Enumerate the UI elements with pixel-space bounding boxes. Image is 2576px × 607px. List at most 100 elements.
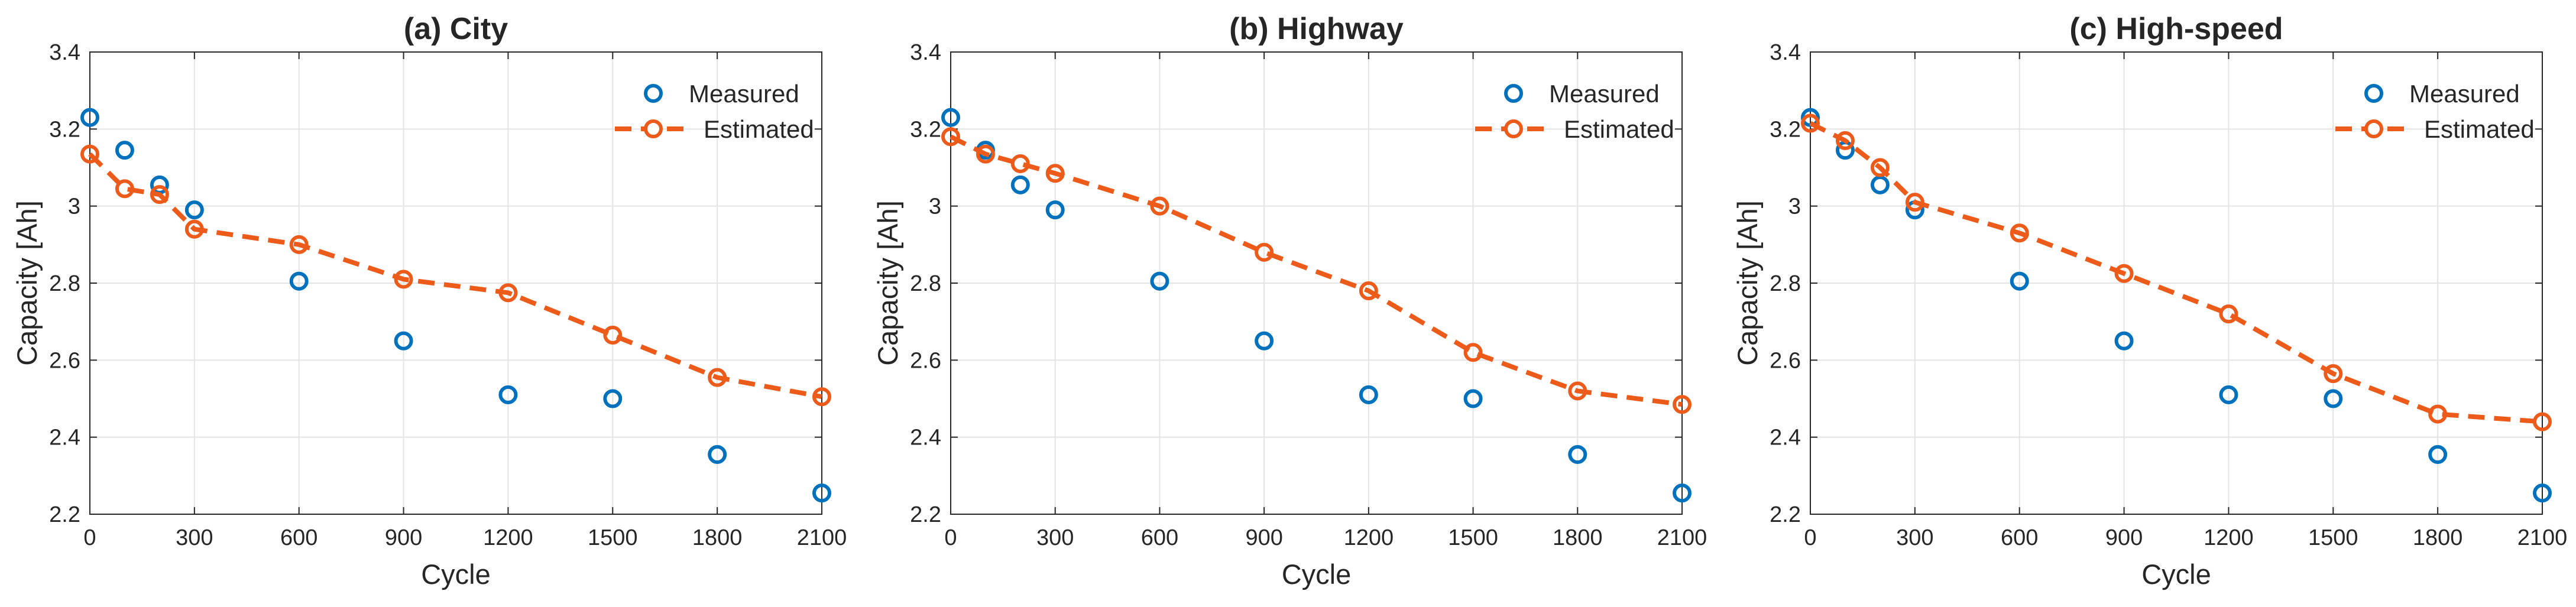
measured-point bbox=[80, 108, 99, 127]
y-tick-label: 3 bbox=[1788, 194, 1801, 219]
measured-point bbox=[115, 141, 134, 160]
x-tick-label: 1200 bbox=[483, 525, 533, 550]
x-tick-label: 900 bbox=[385, 525, 422, 550]
measured-point bbox=[1568, 444, 1587, 464]
estimated-point bbox=[1359, 281, 1378, 301]
chart-panel-3: 0 300 600 900 1200 1500 1800 2100 2.2 2.4 2.6 2.8 3 3… bbox=[1732, 12, 2567, 590]
x-tick-label: 1500 bbox=[588, 525, 638, 550]
y-axis-label: Capacity [Ah] bbox=[1732, 200, 1763, 366]
chart-title: (c) High-speed bbox=[2069, 12, 2283, 46]
y-tick-label: 3 bbox=[929, 194, 941, 219]
y-axis-label: Capacity [Ah] bbox=[11, 200, 43, 366]
estimated-point bbox=[1801, 113, 1820, 133]
chart-panel-2: 0 300 600 900 1200 1500 1800 2100 2.2 2.4 2.6 2.8 3 3… bbox=[872, 12, 1707, 590]
measured-point bbox=[2533, 483, 2552, 503]
y-tick-label: 2.8 bbox=[49, 271, 80, 296]
estimated-point bbox=[2533, 412, 2552, 431]
measured-point bbox=[2324, 389, 2343, 408]
x-tick-label: 600 bbox=[2001, 525, 2038, 550]
estimated-point bbox=[1045, 164, 1065, 183]
y-tick-label: 2.4 bbox=[1770, 426, 1801, 450]
legend-measured-marker bbox=[2364, 84, 2383, 103]
x-tick-label: 600 bbox=[1141, 525, 1178, 550]
estimated-point bbox=[812, 387, 831, 407]
y-tick-label: 3.4 bbox=[910, 40, 941, 65]
measured-point bbox=[1010, 175, 1030, 194]
x-tick-label: 300 bbox=[1896, 525, 1933, 550]
y-tick-label: 2.6 bbox=[49, 348, 80, 373]
y-tick-label: 2.6 bbox=[1770, 348, 1801, 373]
estimated-point bbox=[1568, 381, 1587, 401]
measured-point bbox=[2114, 331, 2134, 350]
estimated-point bbox=[1835, 131, 1855, 150]
x-axis-label: Cycle bbox=[421, 559, 491, 590]
x-tick-label: 1800 bbox=[1553, 525, 1603, 550]
estimated-point bbox=[708, 368, 727, 387]
x-tick-label: 1200 bbox=[2204, 525, 2254, 550]
x-tick-label: 900 bbox=[2105, 525, 2143, 550]
estimated-point bbox=[1010, 154, 1030, 173]
measured-point bbox=[812, 483, 831, 503]
x-tick-label: 600 bbox=[280, 525, 317, 550]
measured-point bbox=[1673, 483, 1692, 503]
estimated-point bbox=[289, 235, 309, 254]
estimated-point bbox=[80, 144, 99, 164]
measured-point bbox=[1359, 385, 1378, 404]
estimated-point bbox=[2010, 223, 2029, 243]
y-tick-label: 2.8 bbox=[1770, 271, 1801, 296]
measured-point bbox=[394, 331, 413, 350]
legend-estimated-label: Estimated bbox=[1564, 115, 1674, 143]
x-axis-label: Cycle bbox=[1282, 559, 1352, 590]
x-tick-label: 300 bbox=[1036, 525, 1074, 550]
estimated-line bbox=[1809, 121, 2543, 424]
measured-point bbox=[498, 385, 518, 404]
estimated-point bbox=[498, 283, 518, 303]
chart-title: (b) Highway bbox=[1229, 12, 1404, 46]
y-tick-label: 2.4 bbox=[49, 426, 80, 450]
y-tick-label: 2.2 bbox=[910, 502, 941, 527]
estimated-point bbox=[1150, 196, 1169, 216]
legend-estimated-marker bbox=[644, 119, 663, 138]
estimated-line bbox=[950, 134, 1683, 407]
y-tick-label: 3.4 bbox=[49, 40, 80, 65]
estimated-point bbox=[115, 179, 134, 199]
estimated-point bbox=[603, 325, 623, 345]
legend-measured-marker bbox=[1504, 84, 1523, 103]
x-tick-label: 1500 bbox=[1448, 525, 1498, 550]
measured-point bbox=[2219, 385, 2238, 404]
measured-point bbox=[941, 108, 960, 127]
legend-estimated-label: Estimated bbox=[2424, 115, 2535, 143]
measured-point bbox=[1255, 331, 1274, 350]
measured-point bbox=[1045, 200, 1065, 220]
chart-panel-1: 0 300 600 900 1200 1500 1800 2100 2.2 2.4 2.6 2.8 3 3… bbox=[11, 12, 847, 590]
legend-measured-label: Measured bbox=[1549, 80, 1660, 108]
y-tick-label: 2.2 bbox=[1770, 502, 1801, 527]
measured-point bbox=[289, 271, 309, 291]
measured-point bbox=[1870, 175, 1890, 194]
x-tick-label: 300 bbox=[176, 525, 213, 550]
estimated-point bbox=[976, 144, 995, 164]
legend-estimated-marker bbox=[1504, 119, 1523, 138]
y-tick-label: 3.4 bbox=[1770, 40, 1801, 65]
legend-measured-label: Measured bbox=[689, 80, 799, 108]
estimated-point bbox=[1905, 193, 1924, 212]
x-tick-label: 900 bbox=[1245, 525, 1282, 550]
x-tick-label: 1800 bbox=[2413, 525, 2463, 550]
estimated-point bbox=[1870, 158, 1890, 177]
estimated-point bbox=[2324, 364, 2343, 384]
measured-point bbox=[603, 389, 623, 408]
estimated-point bbox=[2428, 404, 2448, 424]
x-tick-label: 2100 bbox=[797, 525, 847, 550]
y-tick-label: 3 bbox=[68, 194, 80, 219]
estimated-point bbox=[1463, 343, 1483, 362]
x-tick-label: 2100 bbox=[1657, 525, 1707, 550]
x-tick-label: 1800 bbox=[692, 525, 743, 550]
x-tick-label: 2100 bbox=[2517, 525, 2568, 550]
estimated-point bbox=[2219, 304, 2238, 324]
measured-point bbox=[1150, 271, 1169, 291]
chart-title: (a) City bbox=[404, 12, 508, 46]
legend-estimated-label: Estimated bbox=[704, 115, 814, 143]
x-axis-label: Cycle bbox=[2141, 559, 2211, 590]
measured-point bbox=[2428, 444, 2448, 464]
